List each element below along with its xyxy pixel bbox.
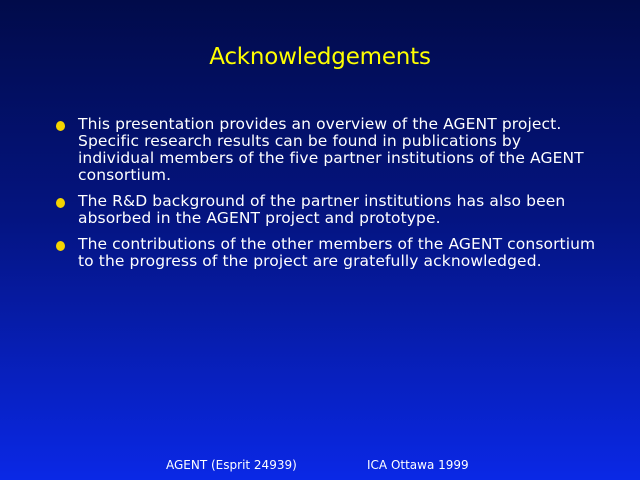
footer-event: ICA Ottawa 1999 bbox=[367, 458, 469, 472]
footer-project: AGENT (Esprit 24939) bbox=[166, 458, 297, 472]
bullet-item: The R&D background of the partner instit… bbox=[56, 193, 596, 227]
bullet-item: This presentation provides an overview o… bbox=[56, 116, 596, 184]
bullet-list: This presentation provides an overview o… bbox=[56, 116, 596, 279]
bullet-marker bbox=[56, 241, 65, 251]
bullet-marker bbox=[56, 198, 65, 208]
bullet-text: This presentation provides an overview o… bbox=[78, 115, 584, 184]
slide-title: Acknowledgements bbox=[209, 44, 431, 70]
bullet-text: The contributions of the other members o… bbox=[78, 235, 596, 270]
bullet-marker bbox=[56, 121, 65, 131]
bullet-item: The contributions of the other members o… bbox=[56, 236, 596, 270]
bullet-text: The R&D background of the partner instit… bbox=[78, 192, 566, 227]
